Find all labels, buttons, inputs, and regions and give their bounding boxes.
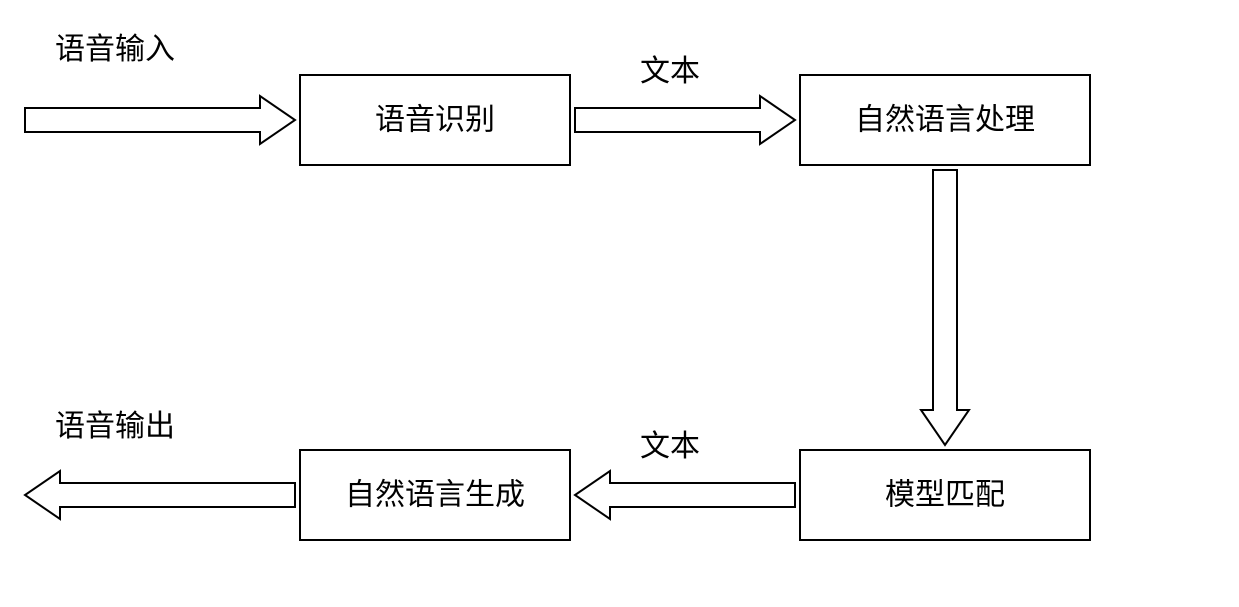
arrow-a_out — [25, 471, 295, 519]
box-nlg: 自然语言生成 — [300, 450, 570, 540]
box-model_match: 模型匹配 — [800, 450, 1090, 540]
arrow-a_nlp_mm — [921, 170, 969, 445]
box-speech_recognition: 语音识别 — [300, 75, 570, 165]
arrow-a_in — [25, 96, 295, 144]
arrow-a_mm_nlg — [575, 471, 795, 519]
label-text1: 文本 — [640, 55, 700, 88]
box-label-nlg: 自然语言生成 — [345, 479, 525, 512]
box-nlp: 自然语言处理 — [800, 75, 1090, 165]
label-text2: 文本 — [640, 430, 700, 463]
label-voice_output: 语音输出 — [55, 410, 175, 443]
label-voice_input: 语音输入 — [55, 33, 175, 66]
box-label-speech_recognition: 语音识别 — [375, 104, 495, 137]
arrow-a_sr_nlp — [575, 96, 795, 144]
box-label-nlp: 自然语言处理 — [855, 104, 1035, 137]
box-label-model_match: 模型匹配 — [885, 479, 1005, 512]
